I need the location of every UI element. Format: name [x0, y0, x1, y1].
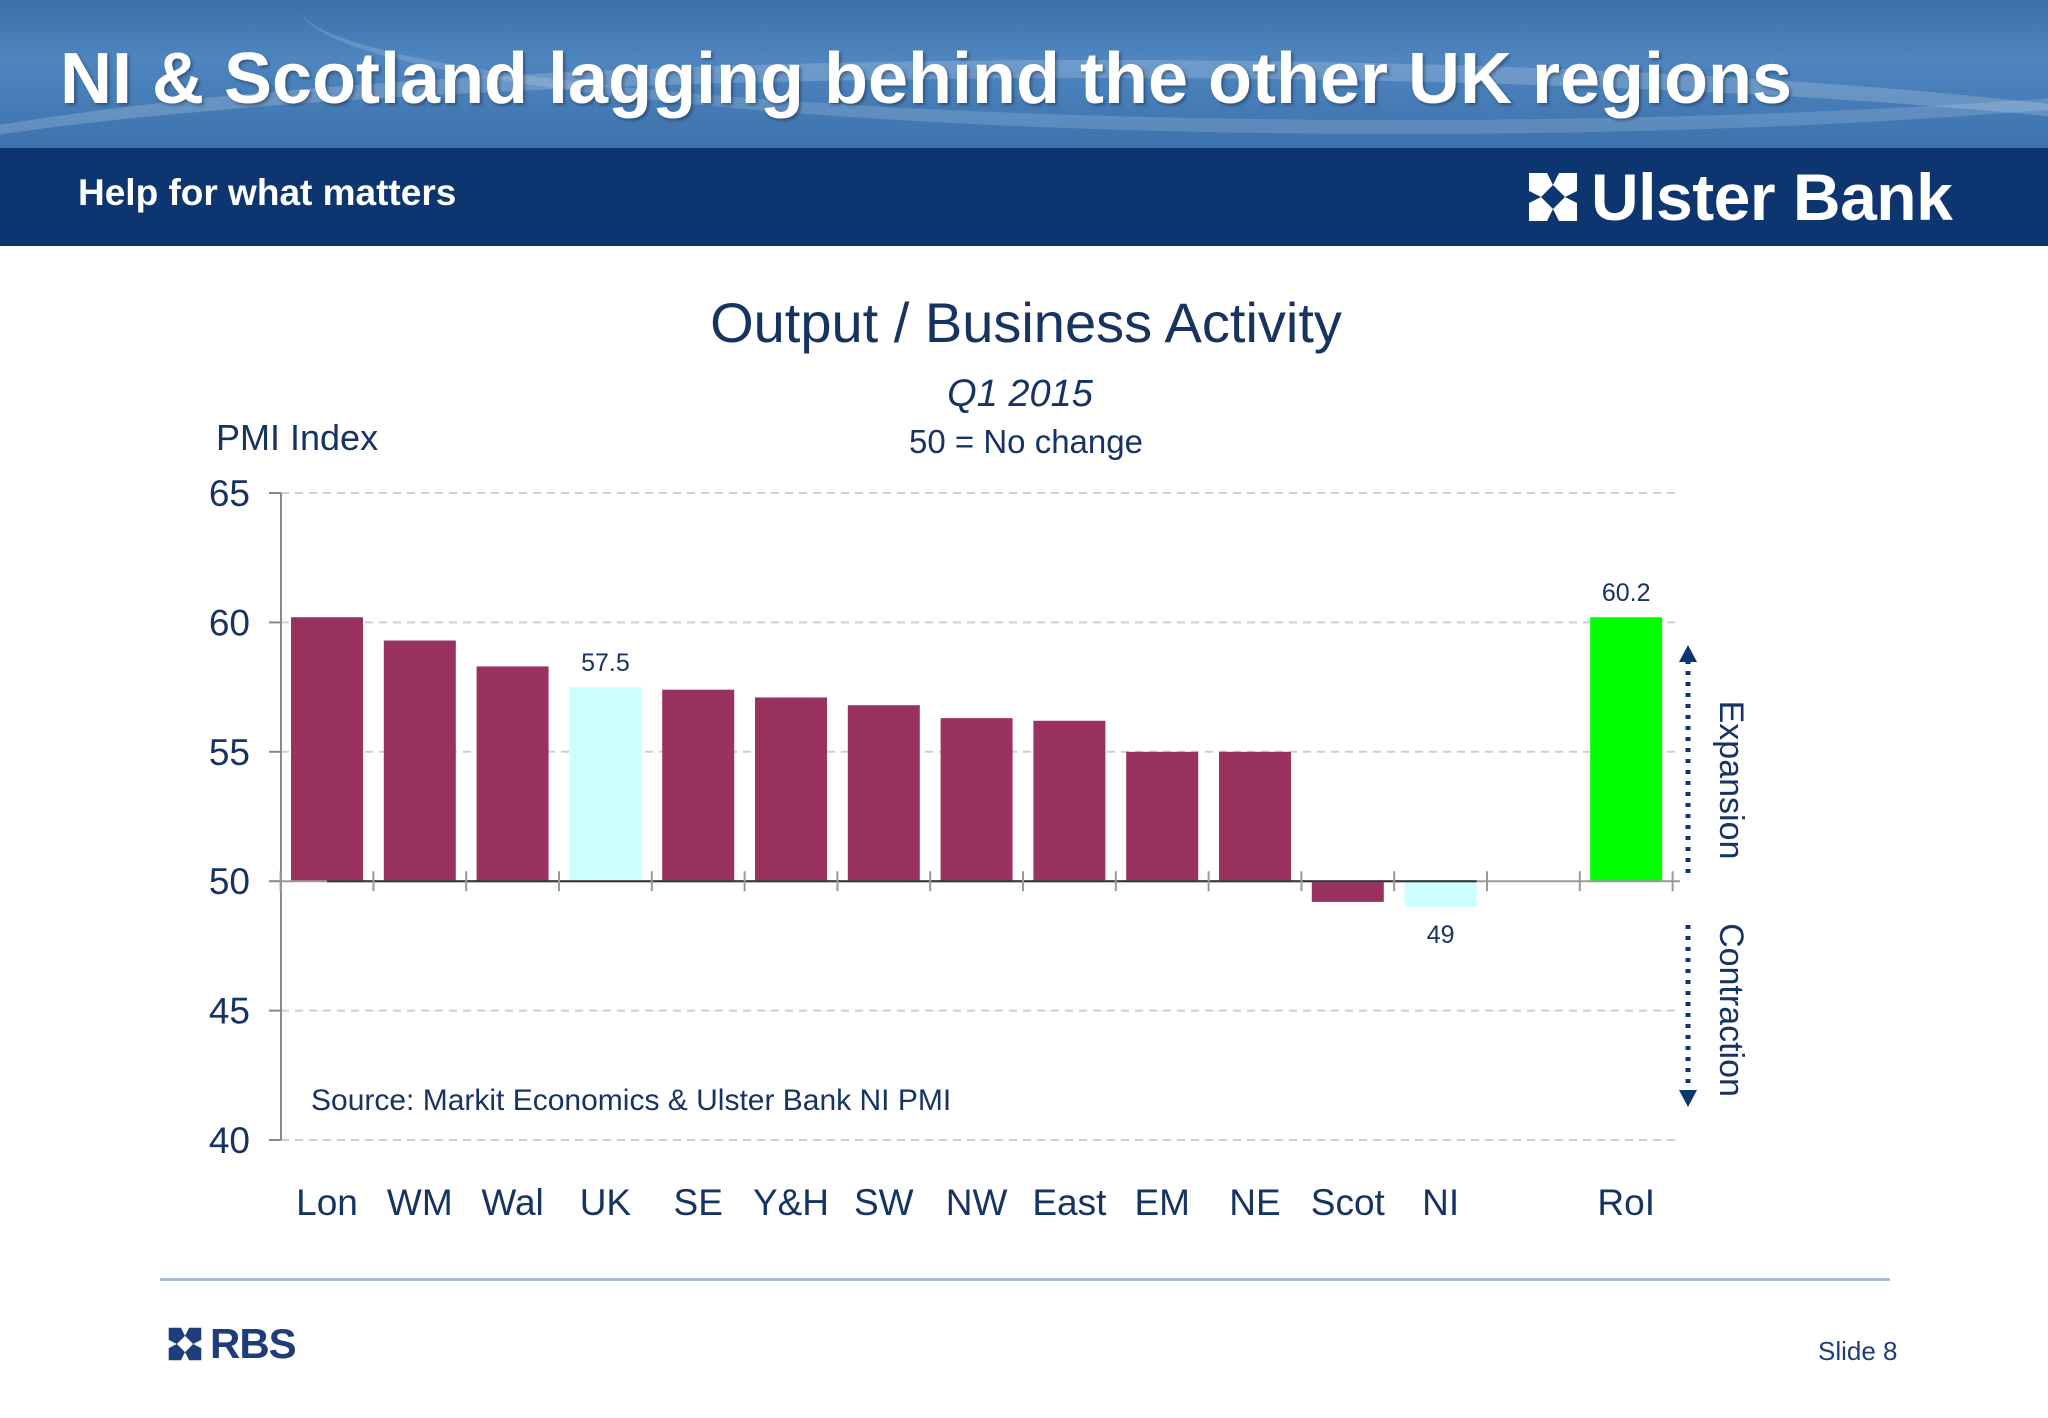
x-tick-label: Wal — [481, 1182, 543, 1223]
x-axis-ticks — [279, 871, 1680, 892]
data-label: 60.2 — [1602, 579, 1651, 607]
x-tick-label: EM — [1134, 1182, 1190, 1223]
bar — [1126, 751, 1199, 882]
brand-name: Ulster Bank — [1591, 160, 1953, 234]
y-tick-label: 60 — [209, 602, 250, 643]
header-bar — [0, 148, 2048, 246]
x-tick-label: SE — [674, 1182, 723, 1223]
y-tick-label: 45 — [209, 991, 250, 1032]
x-tick-label: NE — [1229, 1182, 1280, 1223]
bar — [1219, 751, 1291, 882]
x-tick-label: Lon — [296, 1182, 358, 1223]
data-labels: 57.5 49 60.2 — [581, 579, 1650, 949]
bars — [291, 617, 1663, 908]
y-axis-label: PMI Index — [216, 417, 378, 458]
bar — [476, 666, 549, 882]
y-tick-label: 55 — [209, 732, 250, 773]
data-label: 49 — [1427, 921, 1455, 949]
x-tick-label: SW — [854, 1182, 914, 1223]
x-axis-labels: Lon WM Wal UK SE Y&H SW NW East EM NE Scot NI RoI — [296, 1182, 1655, 1223]
rbs-logo: RBS — [166, 1320, 297, 1368]
slide-title: NI & Scotland lagging behind the other U… — [60, 39, 1793, 119]
bar — [940, 718, 1013, 882]
bar — [755, 697, 827, 882]
daisy-wheel-icon — [1529, 173, 1577, 221]
bar — [1033, 720, 1106, 882]
slide-number: Slide 8 — [1818, 1336, 1898, 1366]
data-label: 57.5 — [581, 649, 630, 677]
daisy-wheel-icon — [168, 1327, 202, 1361]
x-tick-label: WM — [387, 1182, 453, 1223]
x-tick-label: Y&H — [753, 1182, 829, 1223]
chart-note: 50 = No change — [909, 423, 1143, 460]
expansion-label: Expansion — [1712, 701, 1750, 860]
x-tick-label: NI — [1422, 1182, 1459, 1223]
pmi-bar-chart: Output / Business Activity Q1 2015 50 = … — [209, 291, 1750, 1223]
bar — [1404, 881, 1477, 908]
rbs-name: RBS — [210, 1320, 297, 1367]
gridlines — [281, 492, 1680, 1141]
x-tick-label: RoI — [1597, 1182, 1655, 1223]
x-tick-label: NW — [946, 1182, 1008, 1223]
y-tick-label: 65 — [209, 473, 250, 514]
expansion-arrow — [1679, 645, 1697, 875]
x-tick-label: Scot — [1311, 1182, 1386, 1223]
bar — [662, 689, 735, 882]
y-tick-label: 40 — [209, 1120, 250, 1161]
contraction-label: Contraction — [1712, 923, 1750, 1097]
chart-title: Output / Business Activity — [710, 291, 1342, 354]
tagline: Help for what matters — [78, 172, 457, 213]
source-note: Source: Markit Economics & Ulster Bank N… — [311, 1084, 951, 1117]
x-tick-label: UK — [580, 1182, 632, 1223]
bar — [1590, 617, 1663, 882]
y-tick-label: 50 — [209, 861, 250, 902]
footer-divider — [160, 1278, 1890, 1281]
bar — [847, 705, 920, 882]
chart-subtitle: Q1 2015 — [947, 373, 1094, 415]
contraction-arrow — [1679, 925, 1697, 1107]
y-axis-ticks: 40 45 50 55 60 65 — [209, 473, 281, 1161]
bar — [291, 617, 363, 882]
bar — [1311, 881, 1384, 902]
header-banner — [0, 0, 2048, 148]
bar — [383, 640, 456, 882]
x-tick-label: East — [1032, 1182, 1107, 1223]
ulster-bank-logo: Ulster Bank — [1525, 160, 1953, 234]
bar — [569, 687, 642, 882]
